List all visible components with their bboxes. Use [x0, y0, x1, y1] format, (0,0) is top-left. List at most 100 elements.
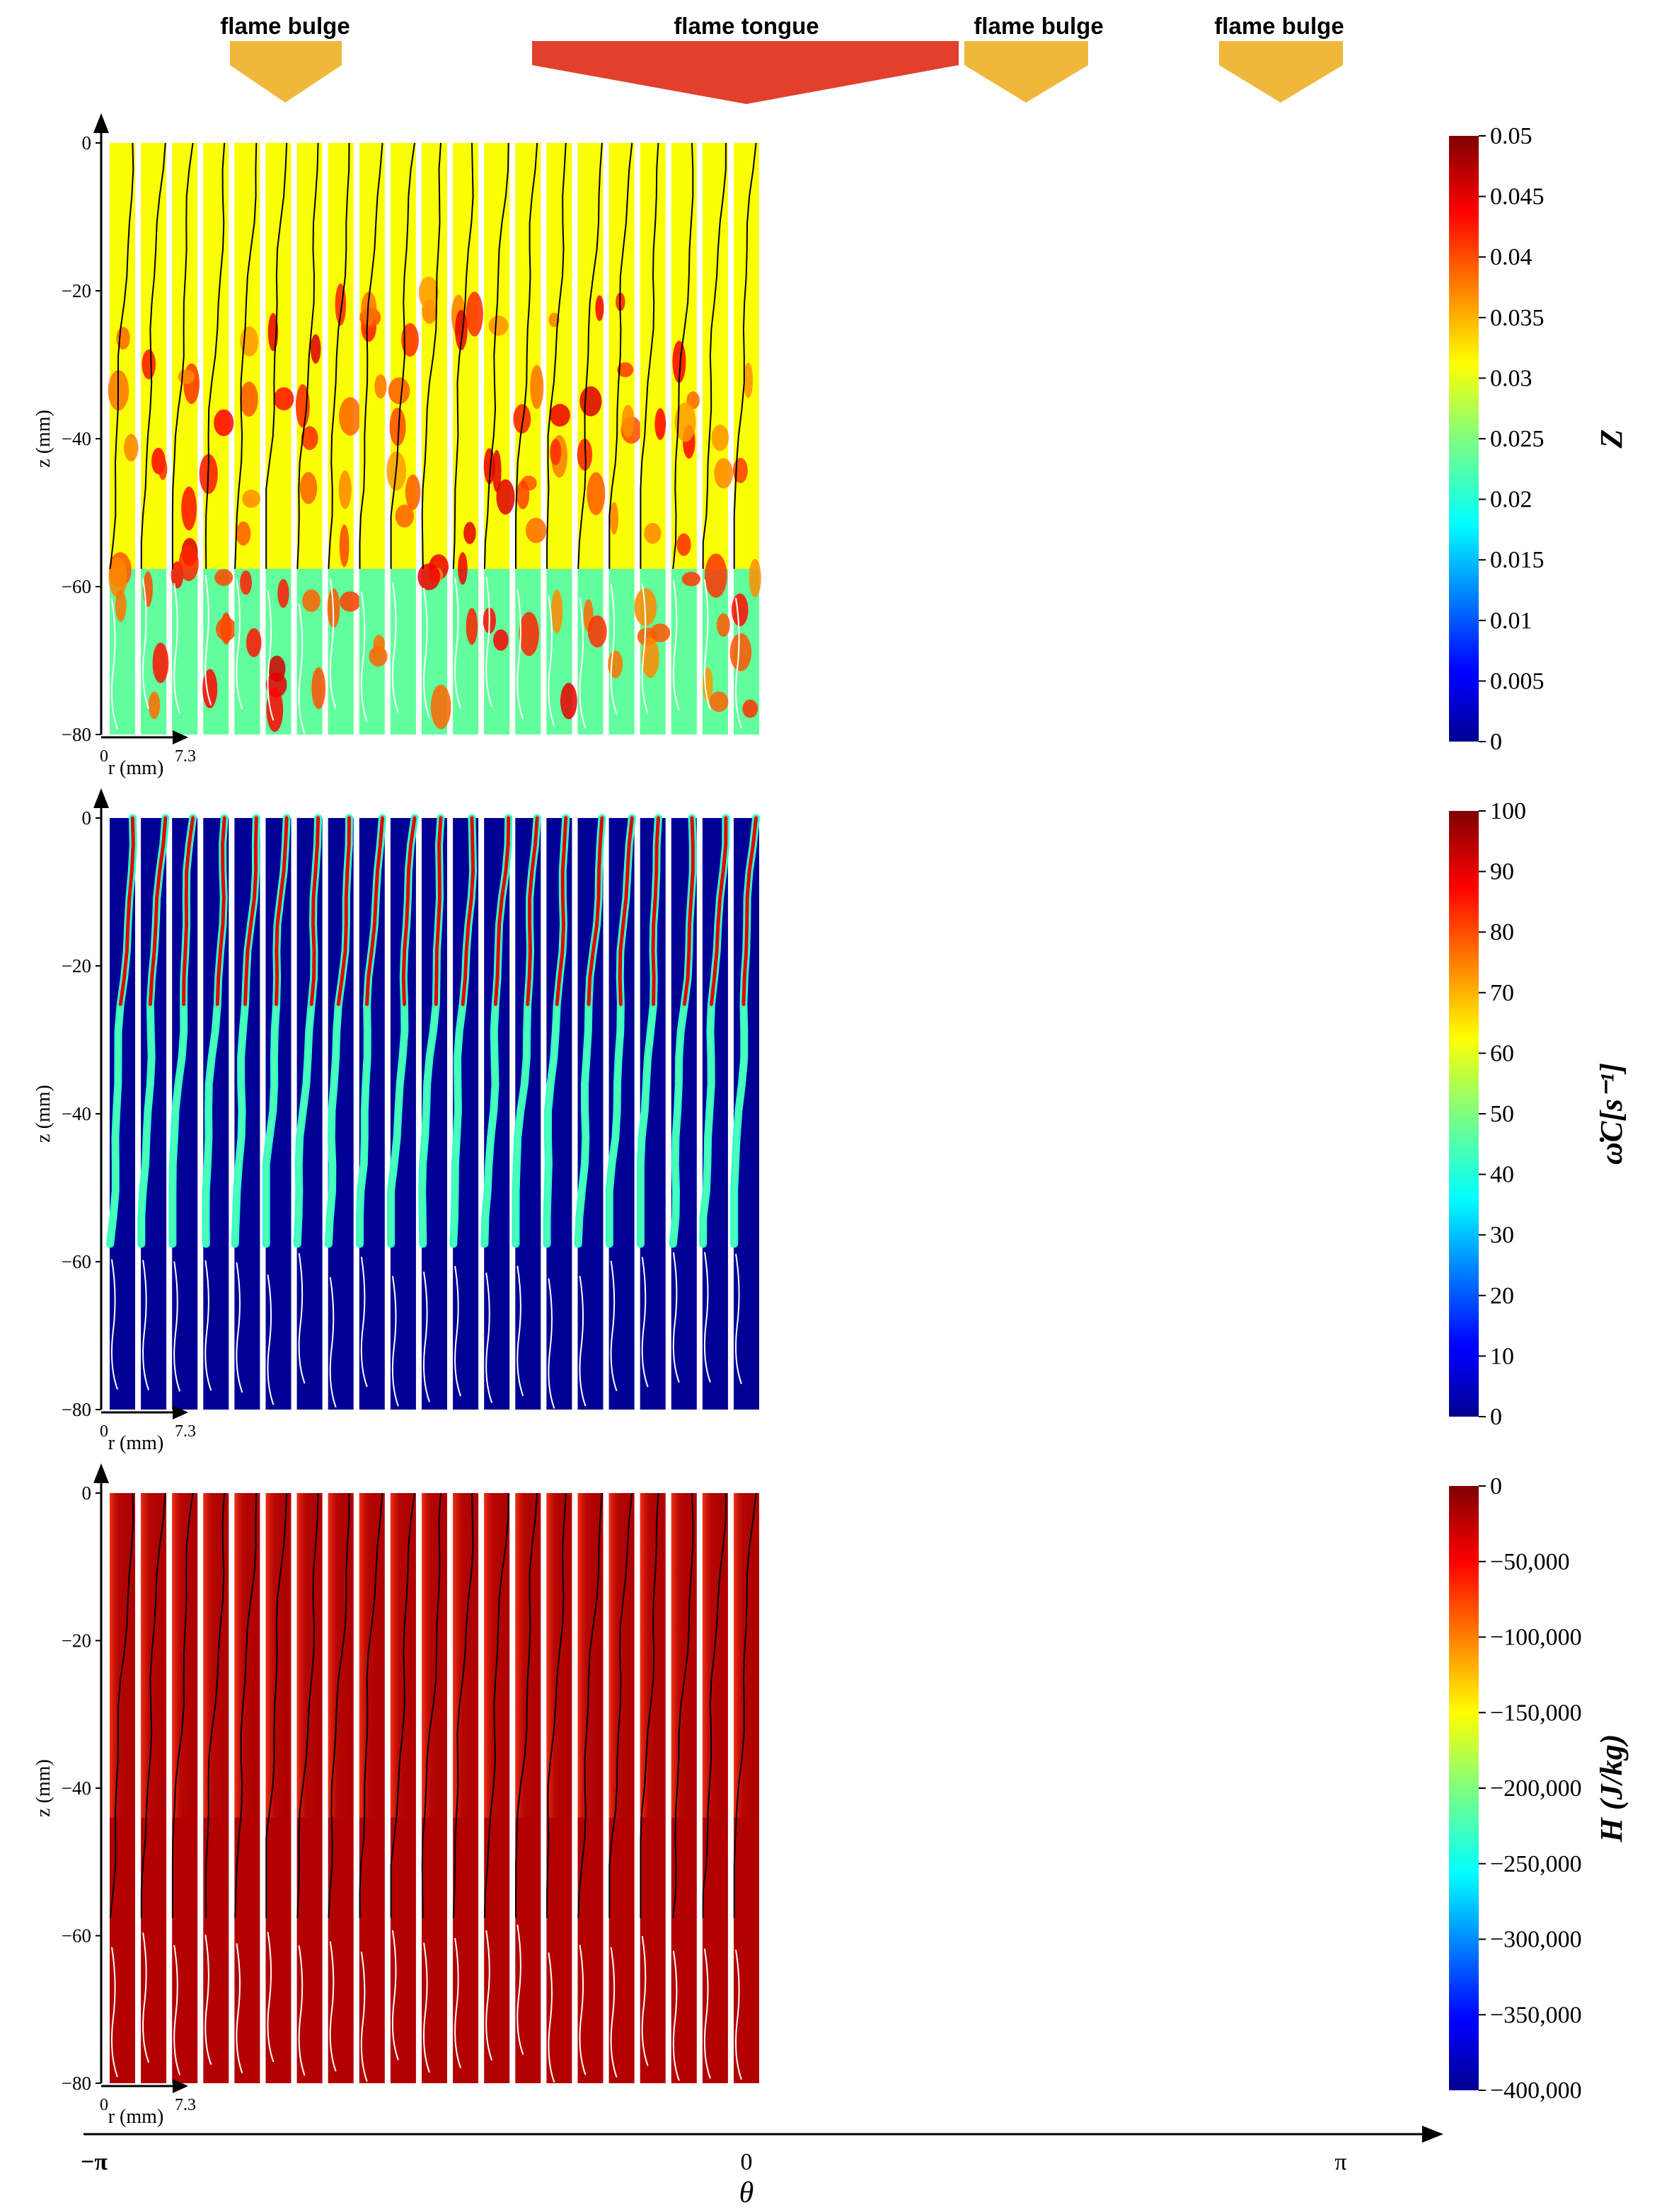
flame-contour: [640, 142, 659, 569]
slice: [702, 1492, 728, 2083]
white-contour: [173, 1945, 181, 2075]
slice-hotspot: [405, 474, 421, 510]
slice-hotspot: [674, 402, 696, 442]
slice-hotspot: [496, 479, 515, 515]
slice: [574, 814, 606, 1410]
colorbar-tick-label: −350,000: [1490, 2002, 1582, 2028]
r-tick-label: 0: [100, 1422, 108, 1441]
white-contour: [516, 1265, 524, 1397]
white-contour: [360, 591, 368, 722]
annotation-banner: flame bulge flame tongue flame bulge fla…: [220, 13, 1344, 104]
white-contour: [516, 1924, 524, 2055]
white-contour: [672, 580, 680, 710]
colorbar-tick-label: −150,000: [1490, 1700, 1582, 1726]
slice-wall-layer: [734, 1493, 759, 1818]
slice: [451, 142, 483, 735]
slice-hotspot: [577, 438, 593, 471]
white-contour: [204, 1935, 212, 2066]
flame-contour: [733, 1492, 757, 1918]
reaction-zone-peak: [215, 816, 226, 1006]
slice-hotspot: [277, 579, 289, 608]
slice-hotspot: [339, 591, 361, 612]
colorbar-tick-label: 70: [1490, 980, 1514, 1006]
flame-contour: [234, 1492, 258, 1918]
white-contour: [236, 578, 243, 710]
flame-contour: [359, 1492, 383, 1918]
white-contour: [735, 1253, 742, 1385]
z-axis-label: z (mm): [33, 1759, 54, 1817]
white-contour: [672, 1950, 680, 2081]
colorbar-tick-label: 0.05: [1490, 123, 1532, 149]
slice-hotspot: [302, 589, 321, 612]
white-contour: [703, 579, 711, 710]
slice: [328, 1492, 354, 2083]
white-contour: [579, 1276, 587, 1407]
colorbar-tick-label: 40: [1490, 1162, 1514, 1188]
slice: [387, 814, 419, 1410]
colorbar-tick-label: 0.02: [1490, 487, 1532, 513]
colorbar-label: Z: [1594, 430, 1629, 449]
colorbar-tick-label: 0: [1490, 729, 1502, 755]
z-axis-label: z (mm): [33, 410, 54, 468]
slice-hotspot: [458, 552, 468, 585]
slice-hotspot: [417, 563, 441, 591]
flame-contour: [733, 142, 757, 569]
white-contour: [142, 578, 150, 710]
slice: [546, 142, 577, 735]
slice-hotspot: [513, 404, 531, 434]
slice-hotspot: [108, 557, 127, 598]
reaction-zone-peak: [243, 816, 258, 1006]
white-contour: [454, 577, 462, 708]
z-tick-label: −80: [62, 724, 91, 745]
flame-contour: [546, 142, 567, 569]
slice: [543, 814, 572, 1410]
slice: [108, 142, 139, 735]
white-contour: [423, 1942, 430, 2073]
colorbar-tick-label: 60: [1490, 1040, 1514, 1066]
flame-contour: [140, 142, 166, 569]
flame-contour: [204, 1492, 226, 1918]
annotation-label: flame bulge: [220, 13, 350, 39]
slice: [359, 142, 388, 735]
z-tick-label: −80: [62, 1399, 91, 1420]
slice-hotspot: [729, 633, 752, 672]
colorbar-tick-label: −400,000: [1490, 2078, 1582, 2104]
slice-hotspot: [492, 449, 502, 492]
slice-hotspot: [374, 374, 387, 399]
slice-hotspot: [483, 448, 495, 485]
flame-contour: [140, 1492, 166, 1918]
white-contour: [423, 587, 430, 719]
slice: [327, 142, 362, 735]
slice-hotspot: [516, 480, 530, 509]
theta-tick-label: 0: [741, 2149, 753, 2175]
slice: [171, 1492, 198, 2083]
slice-hotspot: [388, 377, 410, 405]
reaction-zone-peak: [434, 816, 443, 1006]
flame-tongue-marker: [532, 41, 959, 104]
white-contour: [703, 1252, 711, 1383]
white-contour: [703, 1948, 711, 2079]
slice-hotspot: [488, 316, 509, 336]
slice-hotspot: [742, 699, 758, 718]
slice: [729, 142, 761, 735]
slice-wall-layer: [296, 1493, 323, 1818]
reaction-zone-peak: [336, 816, 351, 1006]
slice: [168, 814, 198, 1410]
z-axis-label: z (mm): [33, 1085, 54, 1143]
colorbar-tick-label: 0.025: [1490, 426, 1545, 452]
colorbar-tick-label: 0.005: [1490, 668, 1545, 694]
flame-contour: [171, 142, 194, 569]
slice: [512, 814, 541, 1410]
slice-hotspot: [430, 684, 451, 730]
slice-hotspot: [236, 521, 251, 546]
colorbar-label: ω̇C[s⁻¹]: [1594, 1063, 1629, 1165]
slice-hotspot: [152, 643, 169, 684]
slice: [106, 814, 137, 1410]
slice: [640, 1492, 666, 2083]
slice-hotspot: [158, 458, 168, 480]
theta-tick-label: π: [1334, 2149, 1346, 2175]
slice: [577, 1492, 604, 2083]
colorbar-tick-label: 50: [1490, 1101, 1514, 1127]
slice-hotspot: [525, 517, 547, 543]
white-contour: [610, 584, 618, 715]
